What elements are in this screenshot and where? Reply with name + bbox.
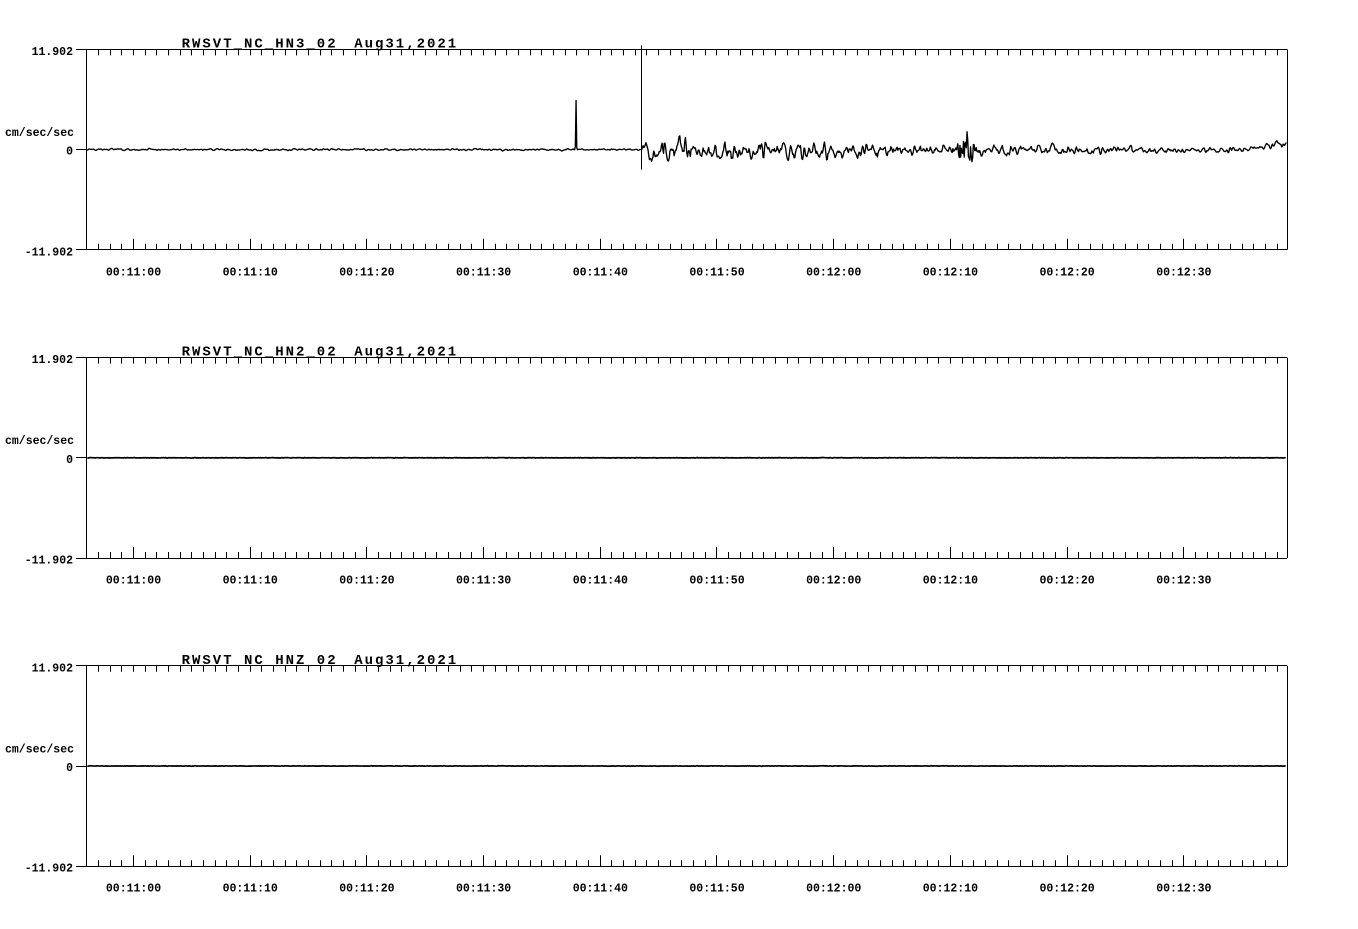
svg-text:00:11:00: 00:11:00 <box>106 266 161 279</box>
svg-text:00:11:40: 00:11:40 <box>573 266 628 279</box>
svg-text:00:11:30: 00:11:30 <box>456 266 511 279</box>
svg-text:00:11:00: 00:11:00 <box>106 575 161 588</box>
svg-text:00:11:30: 00:11:30 <box>456 883 511 896</box>
svg-text:0: 0 <box>66 762 73 775</box>
svg-text:00:11:40: 00:11:40 <box>573 883 628 896</box>
svg-text:00:12:30: 00:12:30 <box>1156 575 1211 588</box>
svg-text:00:11:20: 00:11:20 <box>339 883 394 896</box>
svg-text:Aug31,2021: Aug31,2021 <box>354 345 458 361</box>
svg-text:11.902: 11.902 <box>32 662 74 675</box>
svg-text:00:11:40: 00:11:40 <box>573 575 628 588</box>
svg-text:00:11:20: 00:11:20 <box>339 266 394 279</box>
svg-text:00:12:10: 00:12:10 <box>923 266 978 279</box>
svg-text:cm/sec/sec: cm/sec/sec <box>5 127 74 140</box>
svg-text:00:12:20: 00:12:20 <box>1039 266 1094 279</box>
svg-text:00:11:50: 00:11:50 <box>689 575 744 588</box>
svg-text:00:12:00: 00:12:00 <box>806 575 861 588</box>
svg-text:RWSVT_NC_HN2_02: RWSVT_NC_HN2_02 <box>182 345 338 361</box>
svg-text:00:11:50: 00:11:50 <box>689 266 744 279</box>
svg-text:0: 0 <box>66 454 73 467</box>
svg-text:00:11:50: 00:11:50 <box>689 883 744 896</box>
svg-text:-11.902: -11.902 <box>25 863 73 876</box>
svg-text:00:11:20: 00:11:20 <box>339 575 394 588</box>
svg-text:00:12:30: 00:12:30 <box>1156 266 1211 279</box>
svg-text:cm/sec/sec: cm/sec/sec <box>5 435 74 448</box>
svg-text:00:12:10: 00:12:10 <box>923 883 978 896</box>
svg-text:Aug31,2021: Aug31,2021 <box>354 653 458 669</box>
svg-text:00:12:00: 00:12:00 <box>806 883 861 896</box>
svg-text:00:11:10: 00:11:10 <box>223 883 278 896</box>
svg-text:00:11:30: 00:11:30 <box>456 575 511 588</box>
svg-text:00:11:10: 00:11:10 <box>223 266 278 279</box>
svg-text:00:12:10: 00:12:10 <box>923 575 978 588</box>
svg-text:00:12:20: 00:12:20 <box>1039 575 1094 588</box>
svg-text:cm/sec/sec: cm/sec/sec <box>5 743 74 756</box>
svg-text:RWSVT_NC_HNZ_02: RWSVT_NC_HNZ_02 <box>182 653 338 669</box>
svg-text:11.902: 11.902 <box>32 46 74 59</box>
svg-text:00:11:10: 00:11:10 <box>223 575 278 588</box>
svg-text:00:12:00: 00:12:00 <box>806 266 861 279</box>
svg-text:0: 0 <box>66 146 73 159</box>
svg-text:00:12:20: 00:12:20 <box>1039 883 1094 896</box>
svg-text:11.902: 11.902 <box>32 354 74 367</box>
svg-text:-11.902: -11.902 <box>25 246 73 259</box>
svg-text:-11.902: -11.902 <box>25 555 73 568</box>
svg-text:00:12:30: 00:12:30 <box>1156 883 1211 896</box>
svg-text:00:11:00: 00:11:00 <box>106 883 161 896</box>
